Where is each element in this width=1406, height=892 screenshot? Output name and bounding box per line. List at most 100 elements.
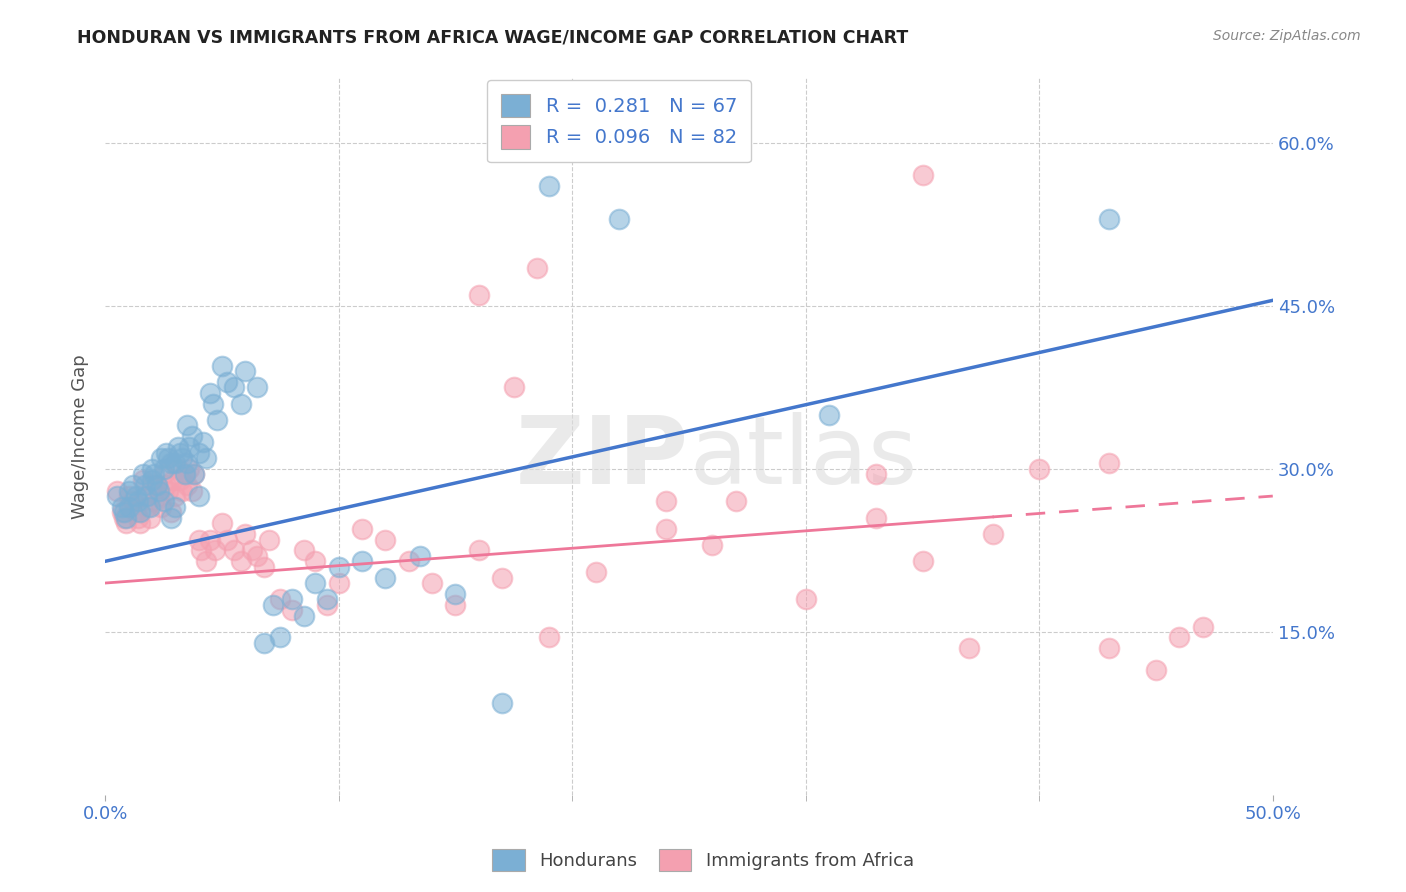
Point bbox=[148, 489, 170, 503]
Point bbox=[143, 494, 166, 508]
Point bbox=[865, 467, 887, 482]
Point bbox=[187, 445, 209, 459]
Point bbox=[526, 260, 548, 275]
Point bbox=[352, 554, 374, 568]
Point bbox=[165, 500, 187, 514]
Point bbox=[911, 169, 934, 183]
Point bbox=[229, 397, 252, 411]
Point bbox=[190, 543, 212, 558]
Point bbox=[444, 587, 467, 601]
Point bbox=[143, 467, 166, 482]
Point bbox=[145, 478, 167, 492]
Point bbox=[115, 510, 138, 524]
Point bbox=[222, 543, 245, 558]
Point bbox=[1168, 631, 1191, 645]
Point bbox=[187, 533, 209, 547]
Point bbox=[155, 445, 177, 459]
Point bbox=[152, 494, 174, 508]
Point bbox=[1098, 211, 1121, 226]
Point bbox=[981, 527, 1004, 541]
Text: atlas: atlas bbox=[689, 412, 917, 504]
Point bbox=[1098, 641, 1121, 656]
Point bbox=[818, 408, 841, 422]
Point bbox=[172, 450, 194, 465]
Legend: R =  0.281   N = 67, R =  0.096   N = 82: R = 0.281 N = 67, R = 0.096 N = 82 bbox=[488, 80, 751, 162]
Point bbox=[169, 445, 191, 459]
Point bbox=[122, 494, 145, 508]
Point bbox=[537, 179, 560, 194]
Point bbox=[194, 554, 217, 568]
Point bbox=[159, 457, 181, 471]
Point bbox=[229, 554, 252, 568]
Y-axis label: Wage/Income Gap: Wage/Income Gap bbox=[72, 354, 89, 518]
Point bbox=[165, 489, 187, 503]
Point bbox=[159, 505, 181, 519]
Point bbox=[117, 483, 139, 498]
Point bbox=[253, 559, 276, 574]
Text: Source: ZipAtlas.com: Source: ZipAtlas.com bbox=[1213, 29, 1361, 43]
Point bbox=[269, 592, 291, 607]
Point bbox=[316, 592, 339, 607]
Point bbox=[173, 467, 195, 482]
Point bbox=[328, 576, 350, 591]
Point bbox=[607, 211, 630, 226]
Point bbox=[444, 598, 467, 612]
Point bbox=[169, 473, 191, 487]
Point bbox=[222, 380, 245, 394]
Point bbox=[166, 462, 188, 476]
Point bbox=[200, 385, 222, 400]
Point bbox=[420, 576, 443, 591]
Point bbox=[141, 473, 163, 487]
Point bbox=[211, 359, 233, 373]
Point bbox=[187, 489, 209, 503]
Point bbox=[246, 380, 269, 394]
Point bbox=[537, 631, 560, 645]
Point bbox=[176, 418, 198, 433]
Point bbox=[292, 543, 315, 558]
Point bbox=[115, 516, 138, 531]
Point bbox=[201, 397, 224, 411]
Point bbox=[1028, 462, 1050, 476]
Point bbox=[304, 554, 326, 568]
Point bbox=[246, 549, 269, 563]
Point bbox=[176, 478, 198, 492]
Point bbox=[491, 571, 513, 585]
Point bbox=[136, 489, 159, 503]
Point bbox=[145, 478, 167, 492]
Point bbox=[136, 500, 159, 514]
Point bbox=[155, 478, 177, 492]
Point bbox=[262, 598, 284, 612]
Point bbox=[1144, 663, 1167, 677]
Point bbox=[124, 489, 146, 503]
Point bbox=[129, 505, 152, 519]
Point bbox=[316, 598, 339, 612]
Point bbox=[117, 500, 139, 514]
Point bbox=[105, 483, 128, 498]
Text: ZIP: ZIP bbox=[516, 412, 689, 504]
Point bbox=[281, 592, 304, 607]
Point bbox=[200, 533, 222, 547]
Point bbox=[120, 500, 142, 514]
Point bbox=[409, 549, 432, 563]
Point bbox=[112, 505, 135, 519]
Point bbox=[240, 543, 263, 558]
Point bbox=[352, 522, 374, 536]
Point bbox=[502, 380, 524, 394]
Point bbox=[211, 516, 233, 531]
Point bbox=[304, 576, 326, 591]
Point bbox=[794, 592, 817, 607]
Point bbox=[157, 450, 180, 465]
Point bbox=[112, 510, 135, 524]
Point bbox=[253, 636, 276, 650]
Point bbox=[183, 467, 205, 482]
Point bbox=[724, 494, 747, 508]
Point bbox=[207, 413, 229, 427]
Point bbox=[374, 571, 396, 585]
Point bbox=[157, 483, 180, 498]
Point bbox=[468, 543, 491, 558]
Point bbox=[281, 603, 304, 617]
Point bbox=[134, 478, 156, 492]
Point bbox=[165, 457, 187, 471]
Point bbox=[193, 434, 215, 449]
Point bbox=[215, 533, 238, 547]
